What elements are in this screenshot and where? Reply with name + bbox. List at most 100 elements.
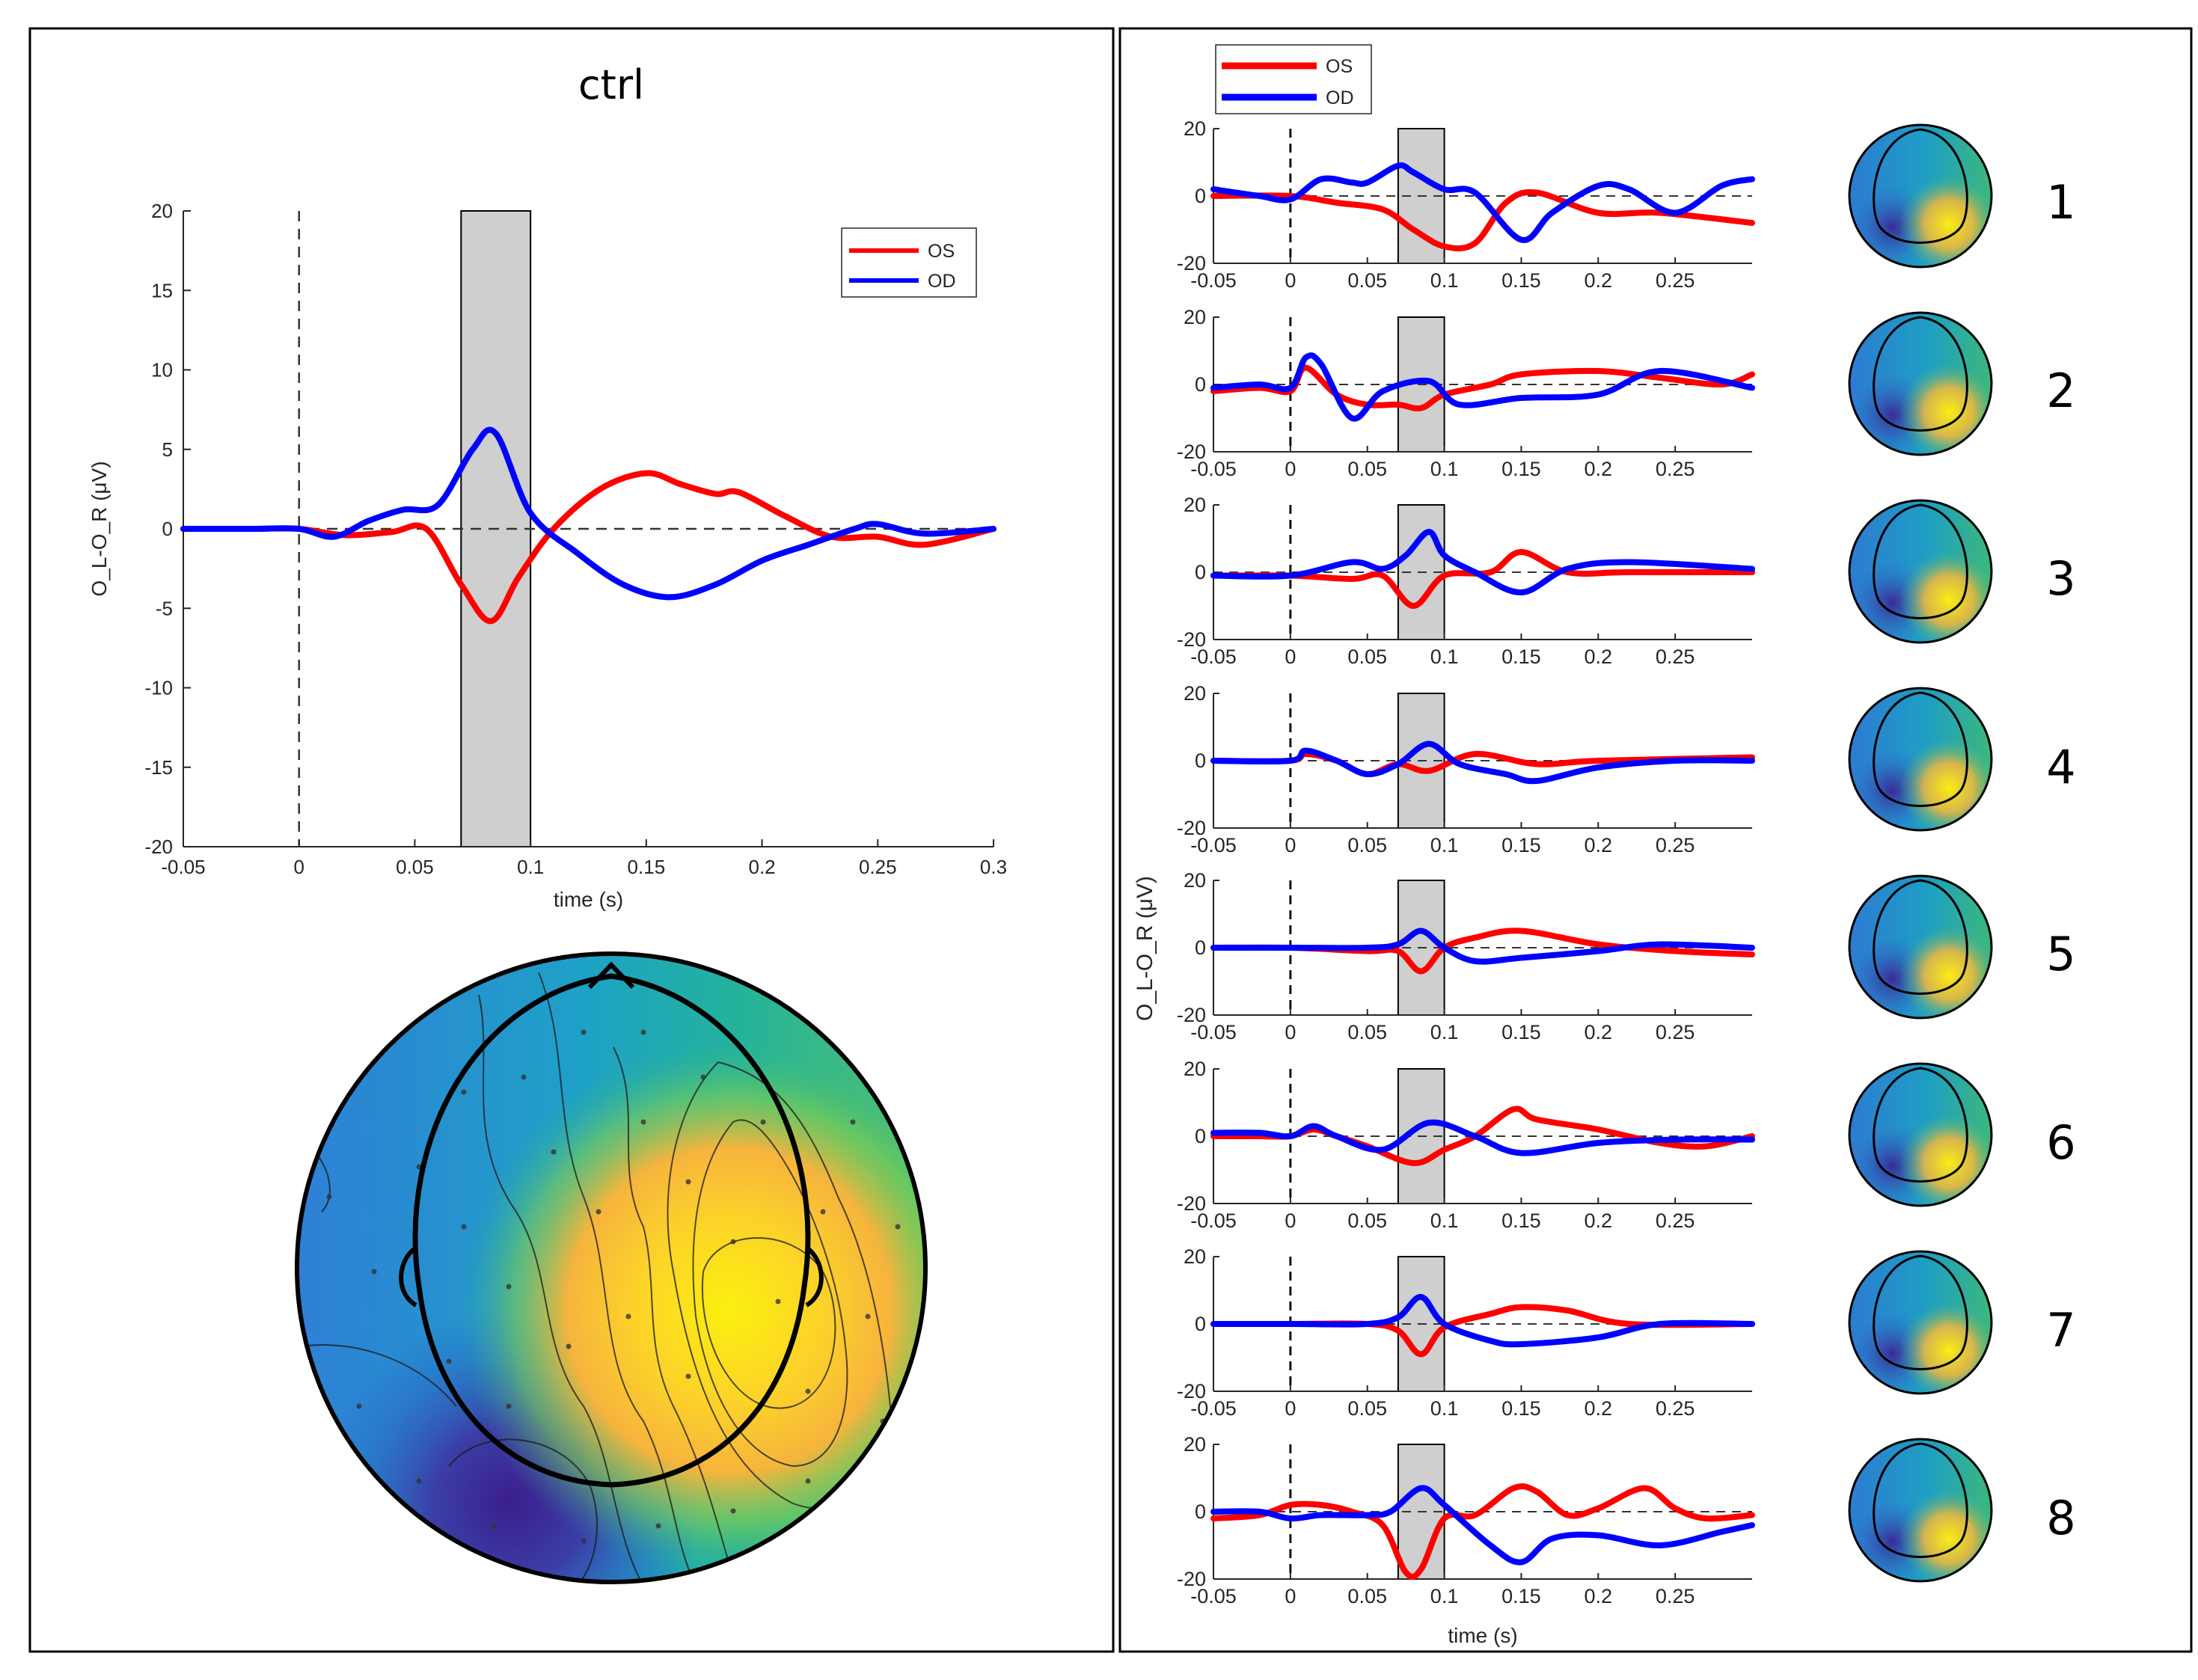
x-tick-label: -0.05 <box>1190 1397 1237 1420</box>
x-tick-label: 0.1 <box>1430 1397 1459 1420</box>
scalp-map-2 <box>1848 311 1993 456</box>
head-outline <box>1873 1254 1968 1370</box>
x-tick-label: -0.05 <box>161 856 205 878</box>
y-tick-label: -10 <box>144 677 173 699</box>
series-od <box>1210 352 1755 422</box>
x-tick-label: 0.1 <box>1430 646 1459 668</box>
subplot-4: -20 0 20 -0.05 0 0.05 0.1 0.15 0.2 0.25 4 <box>1177 682 2076 856</box>
subplot-number: 1 <box>2046 175 2075 230</box>
series-od <box>1210 529 1755 595</box>
x-tick-label: 0.25 <box>1656 1397 1695 1420</box>
x-tick-label: 0.2 <box>1585 1210 1613 1232</box>
x-tick-label: 0 <box>1285 269 1296 292</box>
x-tick-label: 0.1 <box>517 856 544 878</box>
head-outline <box>1873 316 1968 432</box>
y-tick-label: -20 <box>1177 1004 1206 1026</box>
x-tick-label: 0.3 <box>980 856 1007 878</box>
subplot-number: 3 <box>2046 551 2075 606</box>
series-od <box>1210 162 1755 243</box>
y-tick-label: 20 <box>1184 1433 1206 1456</box>
subplot-number: 7 <box>2046 1303 2075 1358</box>
scalp-outline <box>1848 499 1993 644</box>
ctrl-chart: ctrl -20 -15 -10 -5 0 5 10 15 20 -0.05 0 0.05 0.1 0.15… <box>88 61 1007 911</box>
scalp-map-6 <box>1848 1062 1993 1207</box>
x-tick-label: -0.05 <box>1190 1210 1237 1232</box>
legend: OS OD <box>841 227 977 298</box>
scalp-map-7 <box>1848 1250 1993 1395</box>
y-tick-label: -20 <box>144 836 173 858</box>
legend-label-os: OS <box>1326 56 1353 77</box>
head-outline <box>1873 503 1968 619</box>
x-tick-label: 0.05 <box>1347 269 1387 292</box>
scalp-outline <box>1848 1250 1993 1395</box>
scalp-outline <box>1848 311 1993 456</box>
x-tick-label: 0.15 <box>1501 458 1541 480</box>
y-tick-label: 0 <box>1195 373 1206 396</box>
y-tick-label: 0 <box>1195 185 1206 207</box>
y-tick-label: 20 <box>151 200 173 222</box>
subplot-number: 6 <box>2046 1115 2075 1170</box>
legend-label-od: OD <box>928 271 956 292</box>
x-tick-label: 0.05 <box>1347 458 1387 480</box>
subplot-number: 8 <box>2046 1491 2075 1545</box>
y-tick-label: 20 <box>1184 1058 1206 1080</box>
x-tick-label: 0 <box>1285 458 1296 480</box>
x-tick-label: 0.1 <box>1430 1021 1459 1043</box>
subplot-8: -20 0 20 -0.05 0 0.05 0.1 0.15 0.2 0.25 8 <box>1177 1433 2076 1607</box>
y-tick-label: 20 <box>1184 117 1206 140</box>
x-tick-label: 0.05 <box>1347 1397 1387 1420</box>
y-tick-label: -20 <box>1177 1380 1206 1402</box>
legend-label-od: OD <box>1326 88 1354 108</box>
series-os <box>1210 1483 1755 1581</box>
x-tick-label: 0.2 <box>1585 834 1613 856</box>
x-tick-label: 0.1 <box>1430 1585 1459 1607</box>
x-tick-label: 0.15 <box>1501 1585 1541 1607</box>
head-outline <box>1873 128 1968 244</box>
scalp-outline <box>1848 1062 1993 1207</box>
x-tick-label: 0.05 <box>1347 1210 1387 1232</box>
y-tick-label: -15 <box>144 756 173 779</box>
scalp-outline <box>1848 874 1993 1020</box>
subplot-3: -20 0 20 -0.05 0 0.05 0.1 0.15 0.2 0.25 3 <box>1177 494 2076 668</box>
scalp-outline <box>1848 687 1993 832</box>
chart-title: ctrl <box>578 61 644 108</box>
x-tick-label: 0.25 <box>1656 834 1695 856</box>
x-tick-label: 0.05 <box>1347 646 1387 668</box>
y-tick-label: -20 <box>1177 441 1206 463</box>
y-axis-label: O_L-O_R (μV) <box>1133 876 1157 1021</box>
scalp-map-8 <box>1848 1438 1993 1583</box>
subplot-6: -20 0 20 -0.05 0 0.05 0.1 0.15 0.2 0.25 6 <box>1177 1058 2076 1232</box>
y-tick-label: 20 <box>1184 306 1206 328</box>
subplot-number: 4 <box>2046 740 2075 794</box>
x-tick-label: 0.2 <box>1585 458 1613 480</box>
x-tick-label: 0.2 <box>1585 646 1613 668</box>
x-tick-label: 0 <box>1285 1210 1296 1232</box>
series-od <box>1210 1294 1755 1348</box>
x-tick-label: 0 <box>1285 1397 1296 1420</box>
x-tick-label: -0.05 <box>1190 269 1237 292</box>
subplot-number: 5 <box>2046 927 2075 981</box>
legend-box <box>841 227 977 298</box>
subplot-2: -20 0 20 -0.05 0 0.05 0.1 0.15 0.2 0.25 2 <box>1177 306 2076 480</box>
x-tick-label: 0.25 <box>1656 1021 1695 1043</box>
subplot-number: 2 <box>2046 364 2075 418</box>
y-tick-label: 20 <box>1184 869 1206 892</box>
y-tick-label: 0 <box>1195 561 1206 583</box>
x-tick-label: 0.15 <box>628 856 666 878</box>
series-od <box>1210 928 1755 965</box>
series-od <box>1210 741 1755 785</box>
series-os <box>1210 549 1755 609</box>
y-tick-label: 5 <box>162 438 173 461</box>
series-od <box>1210 1119 1755 1156</box>
head-outline <box>1873 1442 1968 1558</box>
x-tick-label: 0.25 <box>859 856 897 878</box>
series-od <box>1210 1485 1755 1566</box>
x-tick-label: 0.1 <box>1430 269 1459 292</box>
x-tick-label: 0.25 <box>1656 269 1695 292</box>
y-tick-label: 20 <box>1184 682 1206 705</box>
x-tick-label: 0.05 <box>1347 834 1387 856</box>
x-tick-label: 0.1 <box>1430 834 1459 856</box>
y-tick-label: 0 <box>1195 1125 1206 1147</box>
x-tick-label: -0.05 <box>1190 646 1237 668</box>
x-tick-label: 0.2 <box>1585 1021 1613 1043</box>
